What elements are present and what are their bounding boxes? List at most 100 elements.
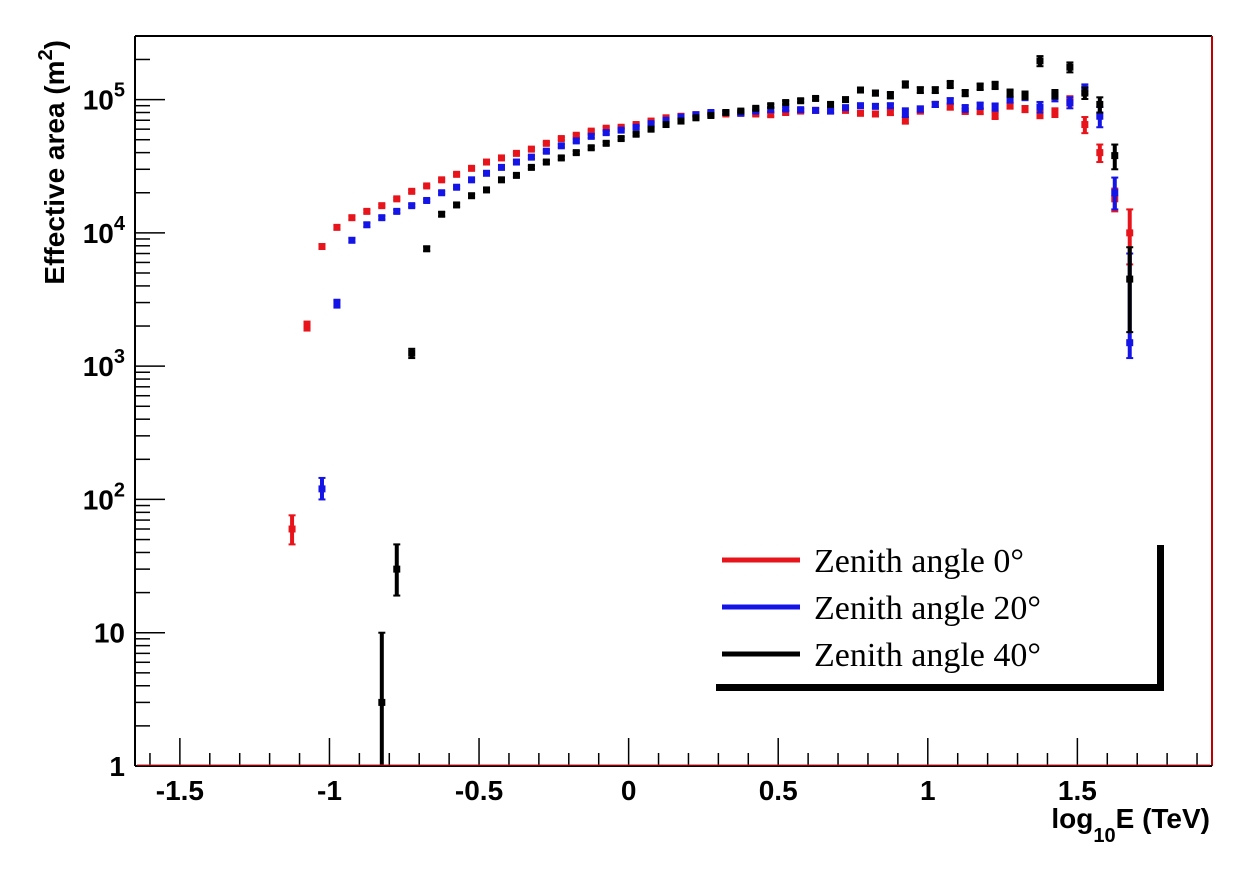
data-marker [946,97,954,105]
data-marker [916,86,924,94]
data-point [542,139,550,147]
data-marker [1006,96,1014,104]
data-point [1066,96,1074,110]
data-point [288,514,296,546]
data-point [1021,90,1029,101]
data-point [408,187,416,195]
data-point [617,135,625,143]
data-marker [453,201,461,209]
data-point [572,137,580,145]
data-point [318,243,326,251]
data-marker [782,109,790,117]
data-point [423,182,431,190]
data-marker [423,182,431,190]
x-tick-label: 1.5 [1058,775,1097,806]
data-point [632,130,640,138]
data-marker [483,158,491,166]
data-point [542,158,550,166]
data-marker [1066,63,1074,71]
data-marker [602,129,610,137]
data-marker [348,236,356,244]
data-point [408,347,416,360]
x-tick-label: 1 [920,775,936,806]
data-marker [572,131,580,139]
data-marker [647,125,655,133]
legend-label: Zenith angle 20° [814,590,1041,627]
x-tick-label: -1 [317,775,342,806]
data-point [931,86,939,95]
data-marker [557,154,565,162]
data-marker [961,104,969,112]
data-marker [288,525,296,533]
data-marker [1111,152,1119,160]
data-marker [946,103,954,111]
data-marker [767,106,775,114]
data-marker [587,144,595,152]
data-marker [1036,57,1044,65]
data-marker [572,137,580,145]
data-point [991,80,999,91]
data-point [871,102,879,110]
data-marker [542,139,550,147]
data-point [438,189,446,197]
data-marker [856,86,864,94]
data-marker [677,117,685,125]
data-point [991,102,999,112]
data-point [497,154,505,162]
data-point [602,139,610,147]
data-point [453,170,461,178]
data-point [901,107,909,119]
data-point [871,110,879,118]
data-marker [527,145,535,153]
data-point [961,104,969,113]
data-marker [662,116,670,124]
data-point [722,109,730,117]
data-marker [497,154,505,162]
data-marker [812,94,820,102]
data-point [827,100,835,108]
data-marker [303,322,311,330]
data-point [408,202,416,210]
data-point [378,202,386,210]
data-marker [1126,275,1134,283]
data-point [602,129,610,137]
data-marker [1021,105,1029,113]
data-marker [1081,121,1089,129]
data-marker [453,170,461,178]
data-marker [946,80,954,88]
data-marker [438,176,446,184]
data-marker [408,187,416,195]
data-marker [363,221,371,229]
data-marker [961,89,969,97]
data-point [468,164,476,172]
data-point [378,214,386,222]
data-point [393,207,401,215]
data-point [557,154,565,162]
data-point [587,127,595,135]
data-marker [557,142,565,150]
legend-shadow-bottom [716,684,1164,691]
data-point [1096,96,1104,114]
y-tick-label: 1 [109,751,125,782]
data-point [453,201,461,209]
data-point [976,101,984,110]
data-marker [782,105,790,113]
legend-shadow-right [1157,545,1164,689]
data-point [856,109,864,117]
data-point [886,102,894,110]
data-point [1036,100,1044,114]
data-point [512,149,520,157]
data-point [527,163,535,171]
data-marker [1096,112,1104,120]
data-point [767,102,775,110]
data-point [812,94,820,102]
data-marker [333,223,341,231]
data-marker [1051,90,1059,98]
data-point [931,100,939,108]
data-marker [752,104,760,112]
data-point [662,121,670,129]
data-marker [692,114,700,122]
data-point [1006,88,1014,98]
data-point [976,82,984,92]
